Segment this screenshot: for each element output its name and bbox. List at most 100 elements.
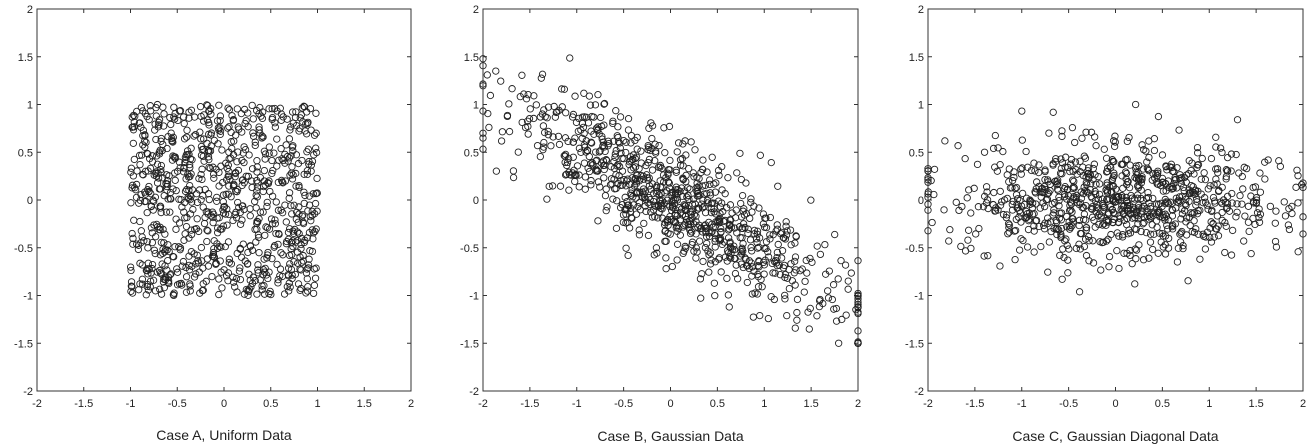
- data-point: [746, 236, 755, 244]
- data-point: [1222, 166, 1231, 174]
- data-point: [624, 175, 632, 183]
- data-point: [286, 283, 294, 291]
- data-point: [656, 200, 665, 208]
- data-point: [1161, 250, 1170, 258]
- data-point: [210, 237, 218, 245]
- data-point: [303, 265, 311, 273]
- data-point: [824, 294, 833, 302]
- data-point: [146, 283, 154, 291]
- data-point: [151, 287, 160, 295]
- data-point: [974, 203, 983, 211]
- data-point: [710, 208, 718, 216]
- data-point: [825, 267, 833, 275]
- data-point: [1128, 214, 1137, 222]
- data-point: [1098, 239, 1106, 247]
- data-point: [271, 242, 279, 250]
- data-point: [244, 260, 252, 268]
- data-point: [1187, 209, 1195, 217]
- data-point: [503, 112, 512, 121]
- data-point: [1187, 181, 1195, 190]
- data-point: [1087, 192, 1095, 201]
- data-point: [595, 130, 603, 138]
- data-point: [181, 198, 189, 207]
- data-point: [648, 213, 657, 221]
- data-point: [764, 314, 773, 323]
- data-point: [688, 200, 697, 208]
- data-point: [1178, 192, 1186, 201]
- data-point: [679, 140, 687, 148]
- data-point: [788, 277, 797, 285]
- data-point: [544, 127, 552, 136]
- data-point: [233, 288, 241, 296]
- data-point: [134, 245, 143, 254]
- data-point: [1137, 194, 1145, 203]
- data-point: [924, 200, 932, 208]
- data-point: [1147, 214, 1155, 222]
- data-point: [731, 269, 740, 278]
- data-point: [766, 213, 774, 222]
- data-point: [1081, 187, 1089, 195]
- data-point: [1208, 206, 1216, 214]
- data-point: [681, 244, 690, 252]
- data-point: [549, 133, 557, 141]
- data-point: [1060, 193, 1069, 201]
- y-tick-label: -0.5: [14, 243, 33, 255]
- data-point: [1104, 216, 1112, 224]
- data-point: [1239, 185, 1247, 193]
- data-point: [526, 105, 534, 113]
- data-point: [963, 194, 971, 202]
- data-point: [283, 237, 291, 246]
- data-point: [223, 205, 231, 213]
- data-point: [185, 186, 193, 194]
- data-point: [580, 89, 588, 97]
- data-point: [1085, 237, 1093, 245]
- data-point: [724, 174, 732, 182]
- data-point: [173, 265, 181, 273]
- data-point: [1288, 209, 1296, 218]
- data-point: [253, 217, 261, 226]
- data-point: [162, 208, 171, 216]
- data-point: [1015, 246, 1024, 254]
- data-point: [290, 201, 298, 209]
- data-point: [1161, 232, 1170, 240]
- data-point: [1218, 199, 1226, 208]
- data-point: [288, 271, 296, 279]
- data-point: [1091, 223, 1099, 231]
- data-point: [842, 311, 850, 319]
- data-point: [145, 182, 153, 191]
- data-point: [137, 103, 146, 112]
- data-point: [945, 237, 953, 245]
- data-point: [295, 181, 303, 190]
- data-point: [755, 258, 763, 266]
- data-point: [265, 290, 273, 298]
- data-point: [726, 221, 734, 229]
- data-point: [1223, 192, 1232, 201]
- data-point: [312, 144, 320, 152]
- data-point: [227, 128, 235, 137]
- data-point: [292, 182, 300, 190]
- data-point: [218, 284, 226, 292]
- x-tick-label: 1.5: [1248, 398, 1263, 410]
- data-point: [1061, 183, 1069, 191]
- data-point: [742, 255, 750, 264]
- data-point: [271, 123, 279, 131]
- x-tick-label: -0.5: [1059, 398, 1078, 410]
- data-point: [1008, 200, 1016, 209]
- data-point: [854, 327, 862, 335]
- data-point: [760, 261, 768, 269]
- data-point: [980, 252, 988, 260]
- data-point: [1057, 230, 1065, 238]
- data-point: [1101, 203, 1109, 211]
- x-tick-label: -2: [923, 398, 933, 410]
- data-point: [686, 185, 694, 193]
- data-point: [1214, 169, 1222, 177]
- data-point: [854, 291, 862, 299]
- data-point: [612, 107, 620, 115]
- data-point: [227, 260, 236, 268]
- data-point: [208, 272, 216, 281]
- data-point: [1093, 200, 1101, 208]
- data-point: [133, 167, 141, 175]
- data-point: [780, 234, 788, 242]
- data-point: [215, 290, 223, 299]
- data-point: [282, 218, 290, 226]
